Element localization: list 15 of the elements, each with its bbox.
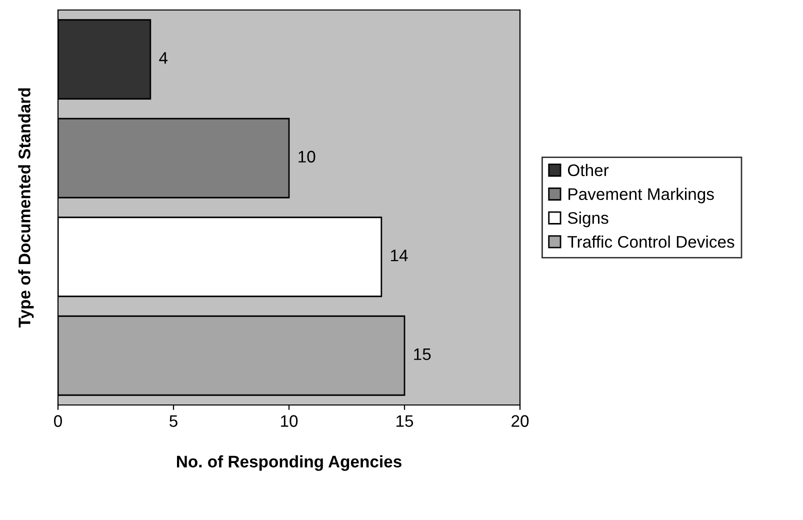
legend-label: Other <box>568 164 609 176</box>
data-label: 10 <box>298 150 316 163</box>
x-tick-label: 20 <box>512 415 529 427</box>
x-tick-label: 5 <box>170 415 178 427</box>
data-label: 14 <box>391 250 408 262</box>
legend-label: Signs <box>568 212 608 228</box>
x-tick-label: 15 <box>396 415 414 427</box>
x-tick-label: 10 <box>281 415 298 427</box>
data-label: 4 <box>159 52 168 64</box>
legend-label: Traffic Control Devices <box>568 236 734 248</box>
x-tick-label: 0 <box>54 415 62 427</box>
legend-label: Pavement Markings <box>568 188 714 204</box>
data-label: 15 <box>414 348 431 360</box>
y-axis-title: Type of Documented Standard <box>18 88 34 328</box>
x-axis-title: No. of Responding Agencies <box>177 455 402 471</box>
